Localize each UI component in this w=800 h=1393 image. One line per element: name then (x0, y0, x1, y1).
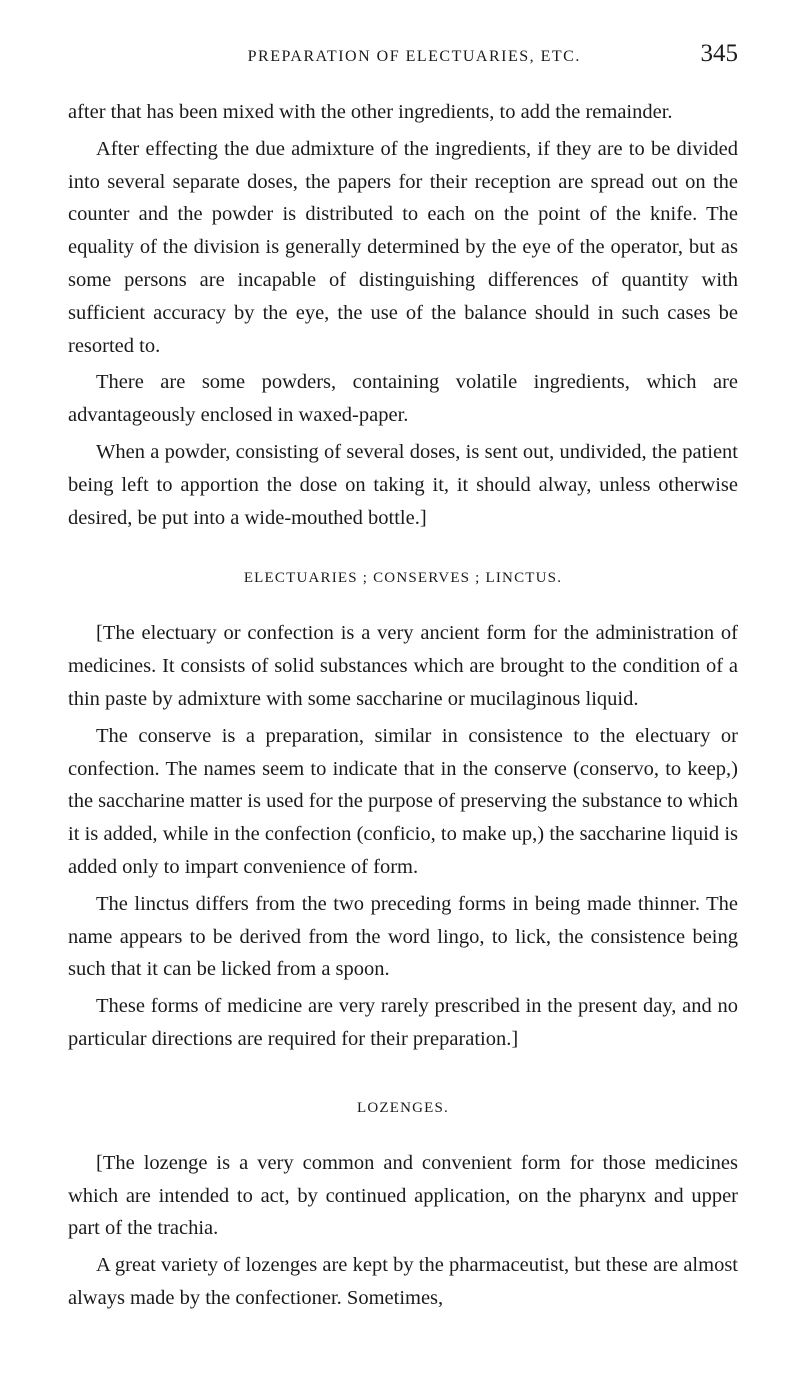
body-paragraph: after that has been mixed with the other… (68, 96, 738, 129)
page-header: PREPARATION OF ELECTUARIES, ETC. 345 (68, 40, 738, 68)
section-heading-lozenges: LOZENGES. (68, 1100, 738, 1117)
document-page: PREPARATION OF ELECTUARIES, ETC. 345 aft… (0, 0, 800, 1369)
page-number: 345 (701, 40, 739, 68)
body-paragraph: The linctus differs from the two precedi… (68, 888, 738, 986)
body-paragraph: [The lozenge is a very common and conven… (68, 1147, 738, 1245)
body-paragraph: There are some powders, containing volat… (68, 366, 738, 432)
body-paragraph: When a powder, consisting of several dos… (68, 436, 738, 534)
section-heading-electuaries: ELECTUARIES ; CONSERVES ; LINCTUS. (68, 570, 738, 587)
body-paragraph: [The electuary or confection is a very a… (68, 617, 738, 715)
body-paragraph: The conserve is a preparation, similar i… (68, 720, 738, 884)
body-paragraph: After effecting the due admixture of the… (68, 133, 738, 363)
body-paragraph: These forms of medicine are very rarely … (68, 990, 738, 1056)
running-head: PREPARATION OF ELECTUARIES, ETC. (128, 48, 701, 66)
body-paragraph: A great variety of lozenges are kept by … (68, 1249, 738, 1315)
